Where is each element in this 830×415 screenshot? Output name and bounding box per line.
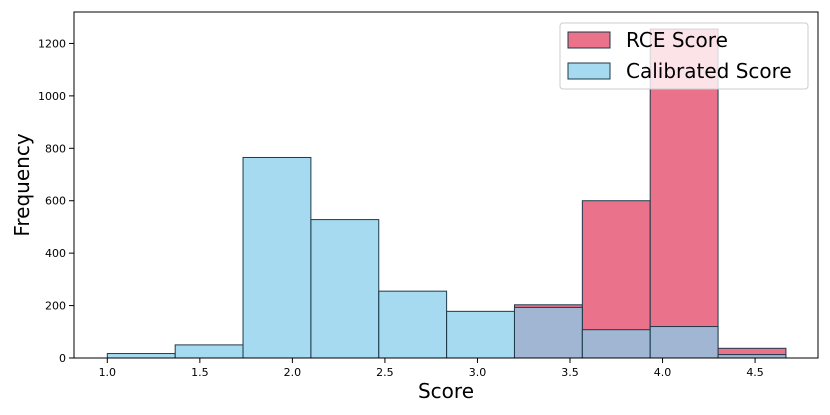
y-axis-label: Frequency xyxy=(10,133,34,236)
y-tick-label: 600 xyxy=(45,195,66,208)
bar-calibrated-score-7 xyxy=(581,329,651,359)
bar-calibrated-score-9 xyxy=(717,354,787,359)
x-tick-label: 3.0 xyxy=(469,366,487,379)
legend-label-rce-score: RCE Score xyxy=(626,28,728,52)
x-tick-label: 1.0 xyxy=(99,366,117,379)
plot-frame xyxy=(73,11,819,359)
x-axis-ticks: 1.0 1.5 2.0 2.5 3.0 3.5 4.0 4.5 xyxy=(99,358,764,379)
legend-swatch-rce-score xyxy=(567,31,611,49)
bar-calibrated-score-1 xyxy=(174,344,244,359)
x-tick-label: 2.5 xyxy=(376,366,394,379)
bar-calibrated-score-8 xyxy=(649,326,719,359)
y-tick-label: 1200 xyxy=(38,37,66,50)
y-tick-label: 200 xyxy=(45,300,66,313)
legend-label-calibrated-score: Calibrated Score xyxy=(626,59,792,83)
bar-calibrated-score-5 xyxy=(446,310,515,359)
x-axis-label: Score xyxy=(418,379,474,403)
x-tick-label: 1.5 xyxy=(191,366,209,379)
x-tick-label: 4.0 xyxy=(654,366,672,379)
bar-calibrated-score-2 xyxy=(242,156,312,359)
legend-swatch-calibrated-score xyxy=(567,62,611,80)
bar-calibrated-score-0 xyxy=(106,353,176,359)
bar-calibrated-score-6 xyxy=(513,306,583,359)
y-axis-ticks: 0 200 400 600 800 1000 1200 xyxy=(38,37,74,365)
x-tick-label: 4.5 xyxy=(746,366,764,379)
legend: RCE Score Calibrated Score xyxy=(559,22,809,90)
bar-calibrated-score-3 xyxy=(310,219,380,359)
bar-calibrated-score-4 xyxy=(378,290,448,359)
y-tick-label: 400 xyxy=(45,247,66,260)
legend-box xyxy=(559,22,809,90)
y-tick-label: 0 xyxy=(59,352,66,365)
y-tick-label: 1000 xyxy=(38,90,66,103)
x-tick-label: 3.5 xyxy=(561,366,579,379)
y-tick-label: 800 xyxy=(45,142,66,155)
x-tick-label: 2.0 xyxy=(284,366,302,379)
